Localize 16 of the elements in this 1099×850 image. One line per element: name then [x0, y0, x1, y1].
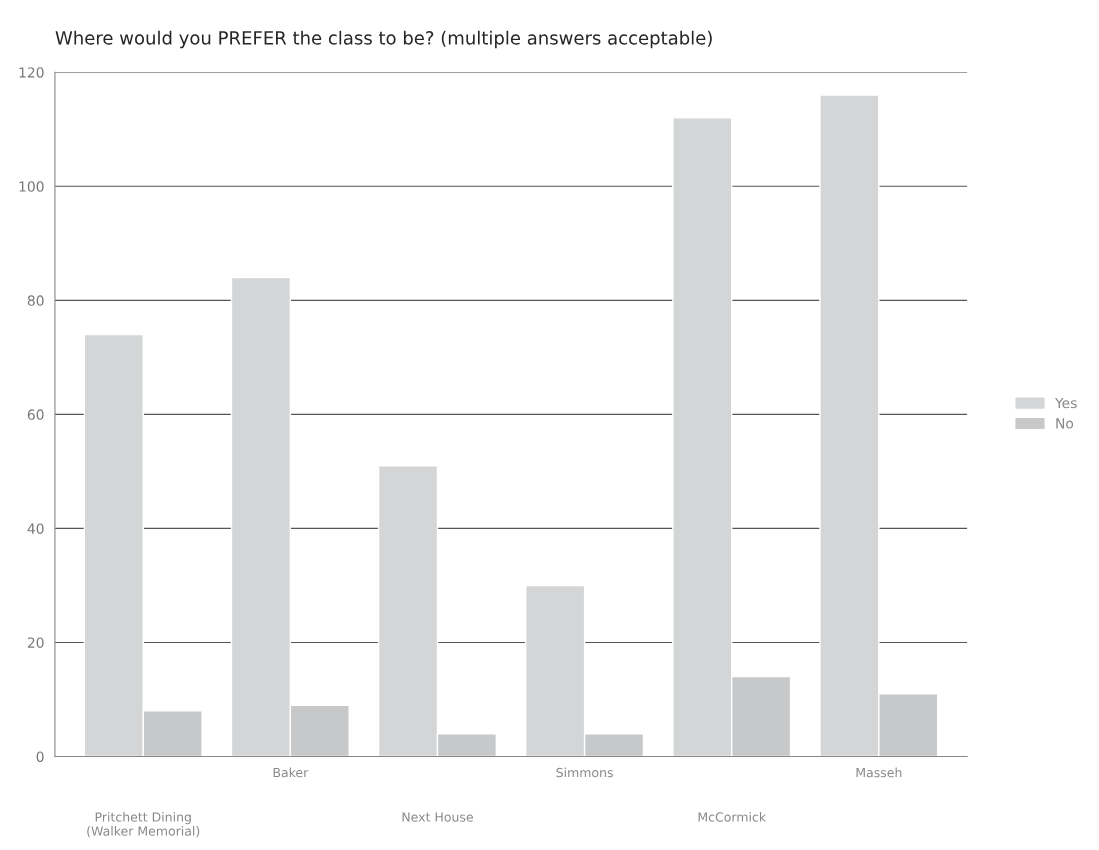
- x-tick-label: Baker: [273, 767, 309, 778]
- y-tick-label: 80: [27, 295, 44, 306]
- legend-label: Yes: [1054, 397, 1077, 409]
- x-tick-label: Next House: [402, 812, 473, 822]
- legend-label: No: [1056, 418, 1074, 429]
- y-tick-label: 20: [27, 637, 44, 648]
- y-tick-label: 40: [27, 523, 44, 534]
- y-tick-label: 0: [36, 751, 44, 762]
- x-tick-label: Simmons: [556, 767, 613, 778]
- y-tick-label: 60: [27, 409, 44, 420]
- x-tick-label: Masseh: [856, 767, 902, 778]
- y-tick-label: 100: [19, 181, 44, 192]
- y-tick-label: 120: [19, 67, 44, 78]
- x-tick-label: McCormick: [698, 812, 767, 822]
- chart-title: Where would you PREFER the class to be? (multiple answers acceptable): [55, 30, 712, 49]
- x-tick-label: Pritchett Dining (Walker Memorial): [87, 812, 200, 838]
